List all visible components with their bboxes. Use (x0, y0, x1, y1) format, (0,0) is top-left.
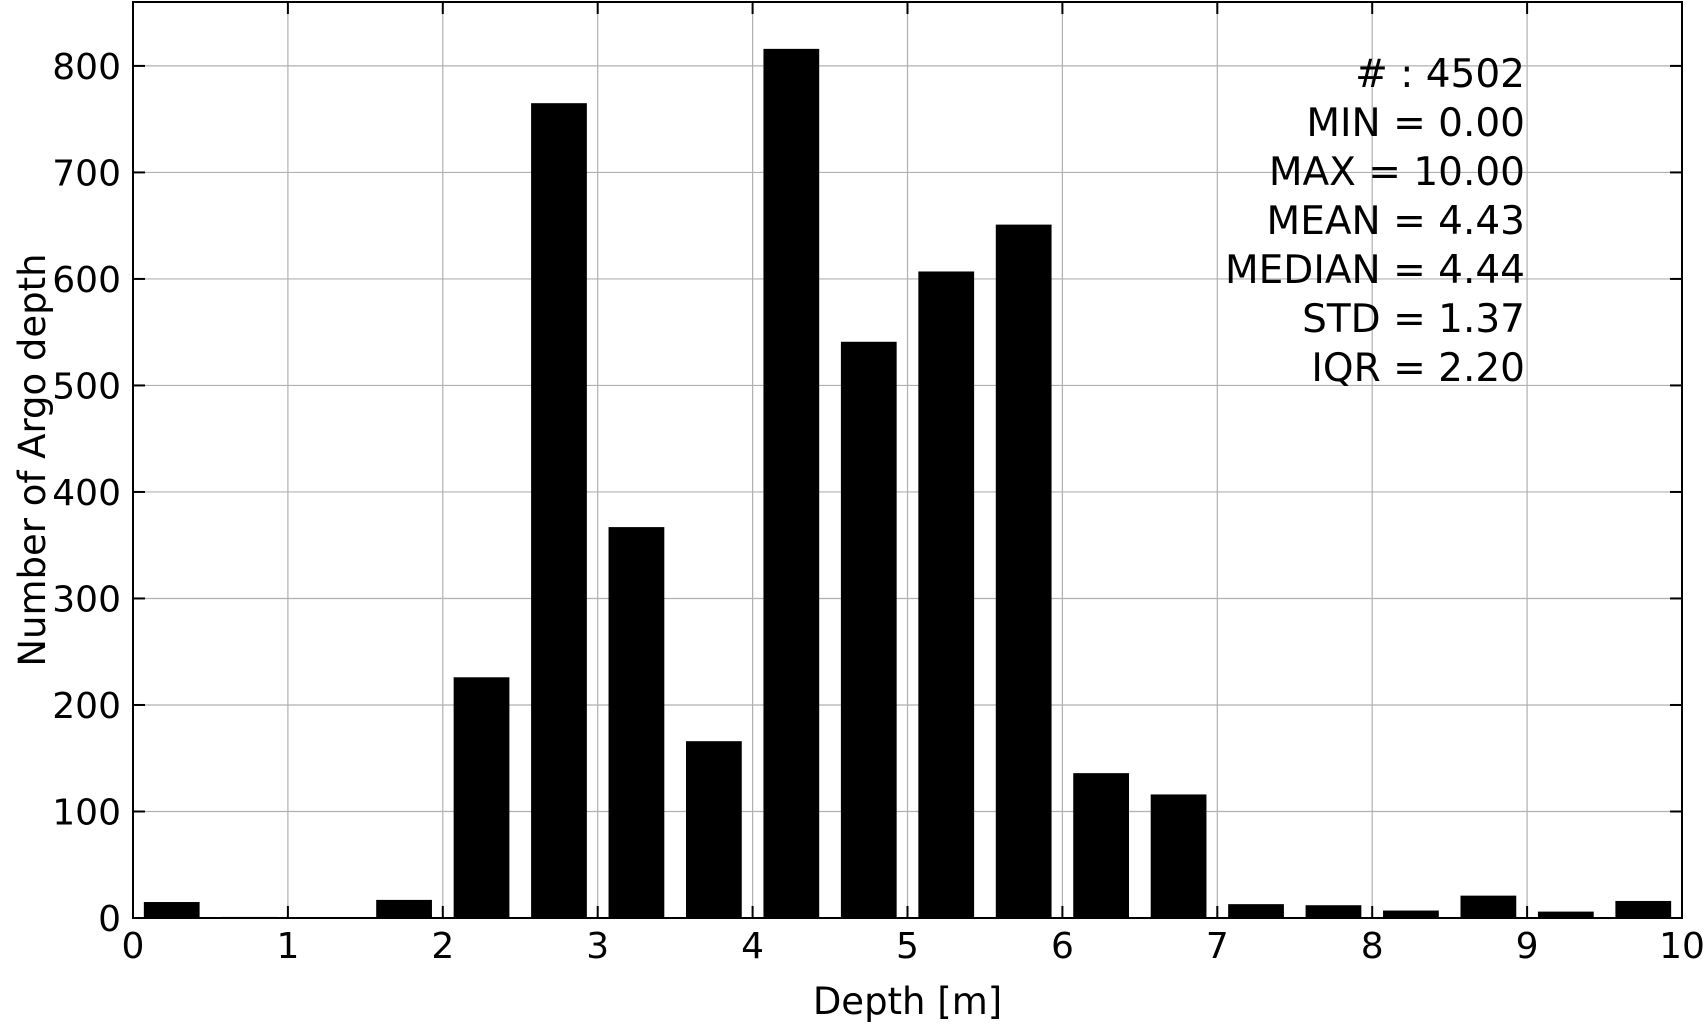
stat-line: STD = 1.37 (1302, 297, 1525, 342)
x-tick-label: 9 (1516, 926, 1539, 967)
histogram-bar (453, 677, 510, 918)
axis-ticks (132, 2, 1683, 919)
histogram-bar (1460, 895, 1517, 918)
x-tick-label: 6 (1051, 926, 1074, 967)
histogram-bar (1537, 911, 1594, 918)
y-tick-label: 0 (98, 899, 121, 940)
x-axis-label: Depth [m] (813, 980, 1002, 1023)
y-tick-label: 600 (52, 260, 121, 301)
stat-line: MAX = 10.00 (1269, 150, 1525, 195)
x-tick-label: 7 (1206, 926, 1229, 967)
x-tick-label: 8 (1361, 926, 1384, 967)
x-tick-label: 1 (276, 926, 299, 967)
x-tick-label: 10 (1659, 926, 1705, 967)
histogram-bar (531, 103, 587, 919)
bars-group (143, 48, 1672, 919)
x-tick-label: 4 (741, 926, 764, 967)
x-tick-label: 5 (896, 926, 919, 967)
histogram-bar (1305, 905, 1362, 918)
histogram-bar (608, 527, 665, 918)
y-axis-label: Number of Argo depth (11, 253, 54, 666)
histogram-bar (918, 271, 975, 918)
y-tick-label: 500 (52, 366, 121, 407)
y-tick-label: 700 (52, 153, 121, 194)
histogram-bar (1073, 773, 1130, 918)
histogram-bar (840, 341, 897, 918)
stat-line: MIN = 0.00 (1306, 101, 1525, 146)
y-tick-label: 300 (52, 579, 121, 620)
y-tick-label: 200 (52, 686, 121, 727)
histogram-bar (1228, 904, 1284, 918)
histogram-bar (376, 899, 432, 918)
histogram-bar (1150, 794, 1207, 918)
stat-line: # : 4502 (1355, 52, 1525, 97)
stat-line: IQR = 2.20 (1311, 346, 1525, 391)
stat-line: MEAN = 4.43 (1267, 199, 1525, 244)
y-tick-label: 100 (52, 792, 121, 833)
histogram-bar (143, 902, 200, 918)
x-tick-label: 2 (431, 926, 454, 967)
histogram-bar (685, 741, 742, 918)
stat-line: MEDIAN = 4.44 (1225, 248, 1525, 293)
y-tick-labels: 0 100 200 300 400 500 600 700 800 (52, 47, 121, 940)
y-tick-label: 800 (52, 47, 121, 88)
histogram-bar (1383, 910, 1439, 918)
y-tick-label: 400 (52, 473, 121, 514)
x-tick-labels: 0 1 2 3 4 5 6 7 8 9 10 (122, 926, 1705, 967)
histogram-bar (1615, 900, 1672, 918)
histogram-bar (995, 224, 1052, 918)
x-tick-label: 3 (586, 926, 609, 967)
x-tick-label: 0 (122, 926, 145, 967)
histogram-bar (763, 48, 820, 919)
